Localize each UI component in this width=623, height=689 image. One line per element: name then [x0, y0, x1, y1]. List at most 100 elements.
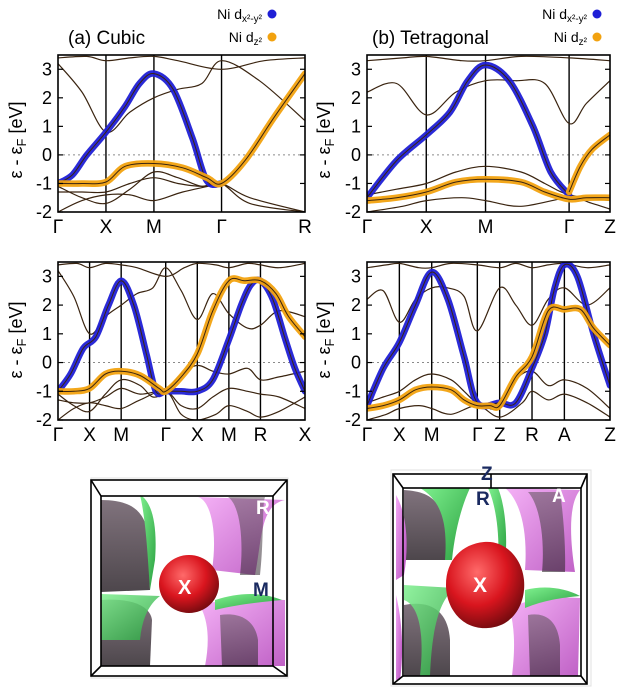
fs-cubic-x-pocket: [159, 555, 219, 613]
band-line-1: [367, 165, 610, 202]
kpoint-label-5: R: [525, 425, 539, 446]
fatband-dx2y2-0: [367, 262, 610, 410]
kpoint-label-0: Γ: [53, 217, 63, 238]
plot-area-b-top: [367, 55, 610, 212]
band-line-2: [58, 387, 305, 410]
fs-cubic-green-tl: [140, 495, 156, 590]
fs-tetra-label-r: R: [476, 489, 490, 510]
fs-cubic-green-br: [215, 594, 282, 610]
plot-b-top: -2 -1 0 1 2 3 Γ X M Γ Z: [345, 54, 616, 238]
fs-cubic-shade-tr: [228, 497, 265, 575]
kpoint-label-0: Γ: [53, 425, 63, 446]
legend-a: Ni dx²-y² Ni dz²: [217, 6, 277, 48]
plot-area-a-bottom: [58, 262, 305, 420]
legend-a-dx2y2: Ni dx²-y²: [217, 6, 263, 25]
ytick-label: 2: [42, 295, 52, 315]
fatband-core-1: [58, 73, 305, 185]
band-line-2: [58, 177, 305, 212]
kpoint-label-4: Z: [604, 217, 616, 238]
fs-tetra-green-tl: [420, 488, 470, 560]
ytick-label: 0: [351, 145, 361, 165]
ytick-label: 3: [42, 266, 52, 286]
kpoint-label-0: Γ: [362, 425, 372, 446]
fs-tetra-green-bl: [404, 585, 455, 676]
ytick-label: 3: [351, 266, 361, 286]
fatband-core-1: [58, 277, 305, 393]
legend-b-dz2: Ni dz²: [554, 29, 588, 48]
ytick-label: 1: [351, 324, 361, 344]
band-line-3: [58, 262, 305, 278]
ytick-label: -2: [36, 410, 52, 430]
band-line-4: [58, 182, 222, 212]
kpoint-label-1: X: [393, 425, 406, 446]
fs-tetra-shade-br: [528, 614, 560, 676]
ytick-label: -1: [36, 381, 52, 401]
band-line-0: [367, 79, 610, 125]
fs-cubic-label-x: X: [178, 577, 192, 599]
legend-a-dx2y2-marker: [267, 9, 277, 19]
ytick-label: -2: [36, 202, 52, 222]
kpoint-label-1: X: [83, 425, 96, 446]
fatband-core-0: [58, 73, 222, 186]
kpoint-label-3: Γ: [472, 425, 482, 446]
ylabel-b-bottom: ε - εF [eV]: [314, 301, 337, 378]
plot-frame: [57, 261, 306, 421]
fatband-core-1: [367, 306, 610, 409]
legend-b-dx2y2: Ni dx²-y²: [542, 6, 588, 25]
fatband-dz2-2: [565, 131, 610, 196]
kpoint-label-3: Γ: [564, 217, 574, 238]
svg-text:ε - εF [eV]: ε - εF [eV]: [6, 101, 29, 178]
fermi-surface-cubic: X R M: [90, 477, 289, 679]
band-line-3: [367, 55, 610, 62]
kpoint-label-6: A: [558, 425, 571, 446]
fs-tetra-label-a: A: [552, 486, 566, 507]
ytick-label: 1: [42, 324, 52, 344]
band-line-4: [58, 390, 305, 420]
ytick-label: 2: [351, 295, 361, 315]
fatband-core-0: [367, 64, 570, 199]
fs-cubic-green-bl: [101, 594, 160, 640]
panel-a-title: (a) Cubic: [68, 28, 145, 49]
plot-area-b-bottom: [367, 262, 610, 420]
fs-tetra-label-z: Z: [481, 464, 493, 485]
ytick-label: 0: [351, 353, 361, 373]
kpoint-label-2: M: [478, 217, 494, 238]
ylabel-a-top: ε - εF [eV]: [6, 101, 29, 178]
legend-a-dz2: Ni dz²: [229, 29, 263, 48]
kpoint-label-4: Z: [494, 425, 506, 446]
legend-b-dx2y2-marker: [592, 9, 602, 19]
kpoint-label-4: X: [191, 425, 204, 446]
ytick-label: -2: [345, 202, 361, 222]
band-line-0: [58, 267, 305, 335]
ytick-label: -1: [345, 173, 361, 193]
fatband-core-2: [568, 134, 610, 193]
ytick-label: -1: [345, 381, 361, 401]
ytick-label: -1: [36, 173, 52, 193]
kpoint-label-2: M: [146, 217, 162, 238]
ylabel-a-bottom: ε - εF [eV]: [6, 301, 29, 378]
fatband-core-0: [58, 279, 305, 395]
fs-tetra-shade-tr: [528, 492, 566, 572]
fs-tetra-sheet-tl: [404, 490, 450, 560]
ytick-label: 2: [42, 88, 52, 108]
kpoint-label-2: M: [424, 425, 440, 446]
fatband-dx2y2-0: [58, 70, 225, 188]
fs-cubic-label-m: M: [253, 580, 269, 601]
fatband-dz2-1: [367, 303, 610, 412]
plot-a-top: -2 -1 0 1 2 3 Γ X M Γ R: [36, 54, 312, 238]
plot-area-a-top: [58, 55, 305, 212]
ytick-label: 0: [42, 145, 52, 165]
kpoint-label-7: X: [299, 425, 312, 446]
band-line-3: [58, 55, 305, 70]
fs-tetra-mag-bl: [396, 595, 403, 680]
legend-b-dz2-marker: [592, 32, 602, 42]
band-line-0: [367, 285, 610, 332]
kpoint-label-3: Γ: [160, 425, 170, 446]
svg-text:ε - εF [eV]: ε - εF [eV]: [314, 101, 337, 178]
fs-tetra-x-pocket: [446, 541, 525, 629]
band-line-1: [58, 171, 305, 212]
